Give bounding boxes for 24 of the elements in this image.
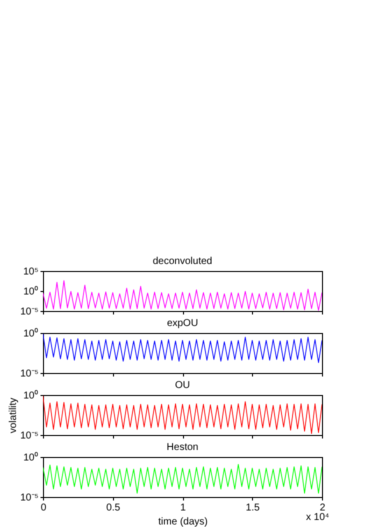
x-axis-title: time (days): [158, 516, 208, 527]
y-tick-label: 10⁻⁵: [20, 306, 38, 318]
x-tick-label: 0.5: [106, 502, 121, 514]
y-tick-label: 10⁰: [23, 390, 38, 402]
x-tick-label: 0: [40, 502, 47, 514]
chart-title: expOU: [166, 318, 198, 329]
y-axis-title: volatility: [8, 398, 20, 434]
line-series: [43, 333, 322, 363]
line-series: [43, 280, 322, 311]
x-tick-label: 1.5: [246, 502, 260, 514]
y-tick-label: 10⁰: [23, 328, 38, 340]
text: x 10⁴: [306, 512, 330, 523]
x-tick-label: 2: [320, 502, 326, 514]
chart-title: Heston: [166, 442, 198, 453]
chart-title: OU: [175, 380, 190, 391]
y-tick-label: 10⁻⁵: [20, 492, 38, 504]
y-tick-label: 10⁵: [23, 266, 38, 278]
y-tick-label: 10⁻⁵: [20, 368, 38, 380]
x-tick-label: 1: [180, 502, 186, 514]
chart-title: deconvoluted: [152, 256, 212, 267]
y-tick-label: 10⁰: [23, 286, 38, 298]
line-series: [43, 464, 322, 494]
y-tick-label: 10⁻⁵: [20, 430, 38, 442]
y-tick-label: 10⁰: [23, 452, 38, 464]
